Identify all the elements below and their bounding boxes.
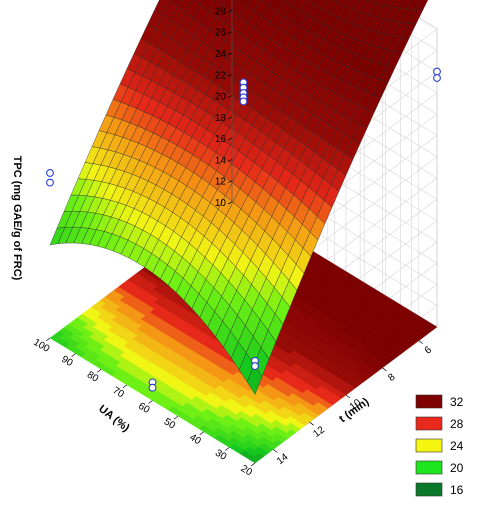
- x-tick-mark: [122, 384, 128, 389]
- z-tick-mark: [227, 52, 233, 56]
- z-tick-label: 28: [215, 6, 227, 17]
- y-tick-label: 12: [311, 424, 327, 440]
- z-tick-label: 22: [215, 70, 227, 81]
- data-point: [433, 67, 441, 76]
- z-tick-label: 24: [215, 49, 227, 60]
- z-tick-label: 10: [215, 198, 227, 209]
- surface-cell: [238, 0, 250, 6]
- z-tick-mark: [227, 73, 233, 77]
- x-tick-mark: [199, 431, 204, 436]
- y-tick-mark: [382, 367, 387, 372]
- data-point: [433, 74, 441, 82]
- x-tick-mark: [148, 400, 153, 404]
- legend: 32 28 24 20 16: [415, 394, 464, 497]
- z-tick-mark: [227, 95, 233, 98]
- z-tick-mark: [227, 201, 233, 205]
- legend-swatch: [415, 438, 443, 453]
- z-tick-label: 26: [215, 28, 227, 39]
- surface-cell: [216, 0, 227, 6]
- observed-points: [46, 67, 441, 392]
- z-tick-mark: [227, 159, 233, 162]
- x-tick-mark: [97, 368, 102, 373]
- x-tick-label: 50: [162, 416, 178, 431]
- x-tick-mark: [173, 415, 179, 420]
- legend-label: 32: [450, 395, 464, 409]
- data-point: [46, 178, 54, 187]
- y-tick-mark: [345, 394, 351, 399]
- x-tick-label: 70: [111, 385, 127, 400]
- x-tick-label: 20: [239, 463, 255, 478]
- legend-label: 28: [450, 417, 464, 431]
- y-tick-label: 8: [386, 371, 397, 383]
- legend-swatch: [415, 394, 443, 409]
- z-tick-label: 16: [215, 134, 227, 145]
- y-tick-mark: [309, 421, 314, 426]
- z-axis-label: TPC (mg GAE/g of FRC): [11, 156, 23, 281]
- legend-label: 24: [450, 439, 464, 453]
- data-point: [239, 97, 248, 106]
- z-tick-mark: [227, 116, 233, 120]
- x-tick-label: 60: [136, 401, 152, 416]
- z-tick-mark: [227, 137, 233, 141]
- x-tick-label: 40: [187, 432, 203, 447]
- surface-cell: [193, 0, 204, 6]
- x-tick-mark: [45, 337, 51, 342]
- z-tick-label: 18: [215, 113, 227, 124]
- legend-label: 20: [450, 461, 464, 475]
- z-tick-mark: [227, 31, 233, 35]
- response-surface: [49, 0, 429, 395]
- y-tick-label: 14: [275, 451, 291, 467]
- x-tick-label: 90: [59, 354, 75, 369]
- surface-cell: [260, 0, 273, 6]
- x-tick-label: 80: [85, 370, 101, 385]
- legend-label: 16: [450, 483, 464, 497]
- z-tick-label: 12: [215, 177, 227, 188]
- y-tick-mark: [272, 449, 278, 453]
- x-axis-label: UA (%): [96, 403, 132, 435]
- surface-cell: [306, 0, 318, 5]
- x-tick-mark: [225, 447, 230, 451]
- x-tick-label: 100: [31, 337, 51, 355]
- legend-swatch: [415, 482, 443, 497]
- legend-swatch: [415, 416, 443, 431]
- data-point: [46, 169, 54, 177]
- legend-swatch: [415, 460, 443, 475]
- data-point: [251, 362, 259, 371]
- z-tick-label: 20: [215, 92, 227, 103]
- z-tick-label: 14: [215, 155, 227, 166]
- surface-cell: [364, 0, 369, 2]
- x-tick-mark: [71, 353, 76, 357]
- surface-cell: [168, 0, 171, 1]
- axes: 1012141618202224262830323436382030405060…: [31, 0, 434, 479]
- y-tick-mark: [418, 340, 424, 344]
- surface-cell: [154, 0, 171, 15]
- x-tick-label: 30: [213, 448, 229, 463]
- data-point: [148, 383, 157, 392]
- y-tick-label: 6: [423, 344, 434, 356]
- z-tick-mark: [227, 10, 233, 13]
- z-tick-mark: [227, 180, 233, 184]
- x-tick-mark: [250, 462, 256, 467]
- surface-cell: [332, 0, 339, 3]
